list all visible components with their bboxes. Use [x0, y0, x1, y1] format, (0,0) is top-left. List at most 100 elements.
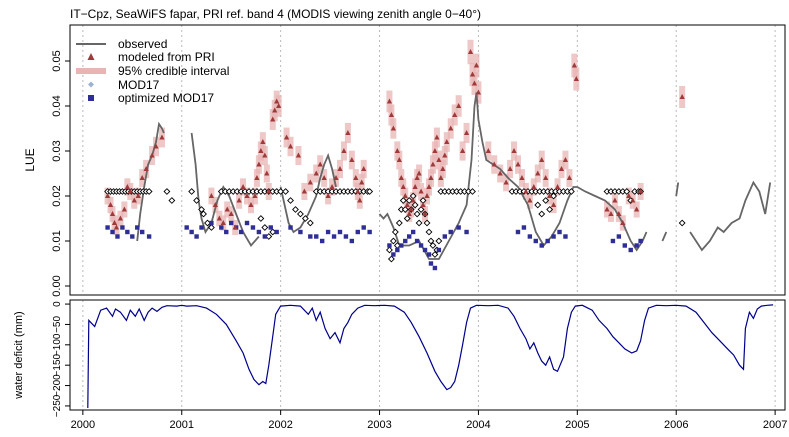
- x-tick-label: 2005: [565, 419, 589, 431]
- optimized-mod17-point: [110, 229, 115, 235]
- top-y-tick-label: 0.03: [51, 140, 63, 161]
- chart-title: IT−Cpz, SeaWiFS fapar, PRI ref. band 4 (…: [70, 7, 481, 21]
- mod17-point: [423, 219, 431, 227]
- optimized-mod17-point: [557, 229, 562, 235]
- legend-observed-label: observed: [118, 37, 167, 51]
- pri-point: [438, 175, 444, 180]
- optimized-mod17-point: [115, 234, 120, 239]
- optimized-mod17-point: [337, 229, 343, 235]
- optimized-mod17-point: [139, 229, 145, 235]
- pri-point: [258, 148, 264, 153]
- optimized-mod17-point: [219, 225, 224, 230]
- pri-point: [337, 166, 343, 171]
- pri-point: [412, 184, 418, 189]
- pri-point: [252, 193, 258, 198]
- pri-point: [236, 197, 242, 203]
- pri-point: [426, 184, 432, 189]
- mod17-point: [193, 197, 201, 204]
- pri-point: [448, 125, 454, 131]
- optimized-mod17-point: [146, 234, 152, 239]
- optimized-mod17-point: [361, 225, 366, 230]
- pri-point: [630, 197, 636, 203]
- optimized-mod17-point: [199, 225, 204, 230]
- mod17-point: [277, 188, 285, 195]
- optimized-mod17-point: [432, 265, 438, 271]
- pri-point: [432, 148, 438, 153]
- bottom-y-tick-label: −50: [52, 316, 63, 333]
- optimized-mod17-point: [244, 220, 250, 226]
- pri-point: [295, 152, 302, 158]
- optimized-mod17-point: [130, 234, 135, 239]
- mod17-point: [389, 237, 397, 245]
- pri-point: [404, 202, 410, 207]
- mod17-point: [296, 210, 304, 218]
- optimized-mod17-point: [634, 243, 639, 248]
- mod17-point: [425, 228, 433, 236]
- bottom-panel-frame: [69, 299, 786, 411]
- pri-point: [408, 206, 414, 212]
- optimized-mod17-point: [308, 234, 313, 239]
- optimized-mod17-point: [533, 238, 538, 244]
- optimized-mod17-point: [403, 238, 408, 244]
- mod17-point: [427, 237, 435, 245]
- bottom-y-axis: 0 −50−100−150−200−250: [52, 301, 70, 417]
- pri-point: [388, 112, 395, 117]
- pri-point: [329, 184, 335, 189]
- pri-point: [402, 193, 408, 198]
- optimized-mod17-point: [274, 229, 279, 235]
- pri-point: [317, 161, 323, 167]
- pri-point: [390, 125, 396, 131]
- bottom-y-tick-label: −250: [52, 394, 63, 417]
- mod17-point: [257, 215, 265, 222]
- mod17-series: [104, 188, 686, 263]
- bottom-y-tick-label: −100: [52, 333, 63, 356]
- pri-point: [135, 193, 141, 198]
- pri-point: [679, 94, 685, 99]
- pri-point: [159, 134, 165, 140]
- pri-point: [111, 220, 118, 225]
- pri-point: [444, 139, 450, 144]
- optimized-mod17-point: [395, 247, 400, 253]
- top-panel-frame: [69, 24, 786, 296]
- optimized-mod17-point: [422, 247, 428, 253]
- optimized-mod17-point: [448, 229, 453, 235]
- pri-point: [550, 202, 557, 207]
- optimized-mod17-point: [194, 234, 199, 239]
- pri-point: [313, 170, 319, 176]
- x-tick-label: 2001: [170, 419, 194, 431]
- optimized-mod17-point: [325, 229, 331, 235]
- mod17-point: [301, 215, 309, 222]
- pri-point: [428, 175, 434, 180]
- pri-point: [321, 175, 327, 180]
- top-y-tick-label: 0.05: [51, 50, 63, 71]
- mod17-point: [391, 228, 399, 236]
- pri-point: [410, 197, 416, 203]
- pri-point: [266, 188, 272, 194]
- pri-point: [475, 89, 482, 95]
- pri-point: [436, 157, 442, 162]
- pri-point: [612, 197, 618, 203]
- pri-point: [440, 166, 446, 171]
- optimized-mod17-point: [331, 234, 337, 239]
- pri-point: [420, 202, 426, 207]
- mod17-point: [292, 206, 299, 213]
- pri-point: [232, 224, 238, 230]
- optimized-mod17-point: [298, 229, 303, 235]
- pri-point: [276, 103, 282, 108]
- mod17-point: [534, 201, 542, 209]
- top-y-tick-label: 0.02: [51, 185, 63, 206]
- optimized-mod17-point: [622, 243, 627, 248]
- mod17-point: [200, 210, 207, 218]
- legend-ci-label: 95% credible interval: [118, 64, 229, 78]
- pri-point: [463, 130, 470, 135]
- pri-point: [121, 206, 127, 212]
- mod17-point: [538, 210, 546, 218]
- observed-line: [689, 180, 772, 252]
- pri-point: [573, 76, 579, 81]
- pri-point: [104, 193, 111, 198]
- pri-point: [571, 62, 577, 68]
- optimized-mod17-point: [120, 225, 125, 230]
- pri-point: [355, 188, 361, 194]
- water-deficit-line: [87, 304, 774, 409]
- optimized-mod17-point: [410, 229, 416, 235]
